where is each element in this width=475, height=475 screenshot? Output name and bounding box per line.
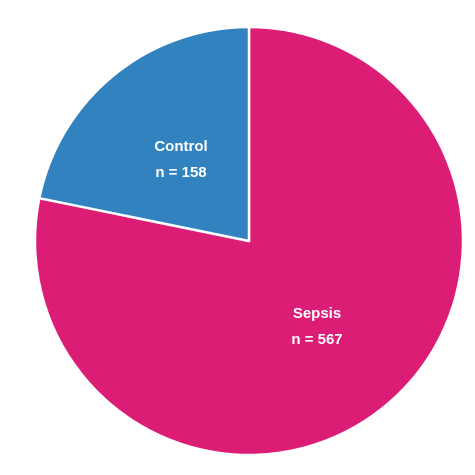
pie-slices <box>33 25 465 457</box>
pie-slice-control <box>38 25 251 243</box>
control-label: Control <box>154 138 207 155</box>
sepsis-count-label: n = 567 <box>291 331 342 348</box>
control-count-label: n = 158 <box>155 164 206 181</box>
sepsis-label: Sepsis <box>293 305 341 322</box>
pie-labels: Control n = 158 Sepsis n = 567 <box>154 138 342 348</box>
